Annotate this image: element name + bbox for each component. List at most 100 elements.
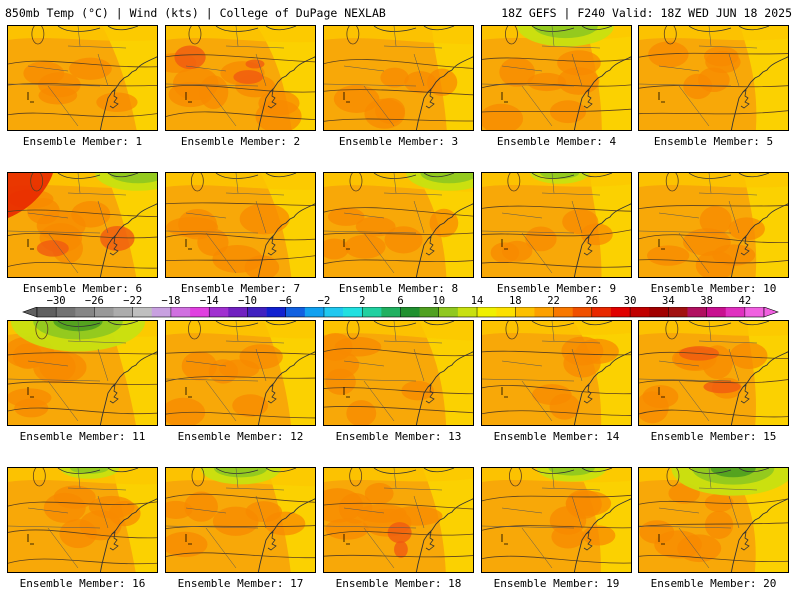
height-contour <box>166 552 315 559</box>
colorbar-bin <box>515 307 535 317</box>
ensemble-member-map <box>323 467 474 573</box>
cool-band <box>324 321 473 341</box>
warm-area <box>338 493 373 524</box>
warm-area <box>181 351 217 381</box>
ensemble-member-map <box>7 25 158 131</box>
colorbar-bin <box>228 307 248 317</box>
warm-area <box>648 41 689 68</box>
warm-area <box>38 86 78 105</box>
colorbar-tick-label: 6 <box>397 295 404 307</box>
ensemble-member-label: Ensemble Member: 8 <box>338 282 459 295</box>
colorbar-tick-label: −22 <box>123 295 143 307</box>
height-contour <box>324 502 473 510</box>
colorbar-bin <box>151 307 172 317</box>
wind-barb <box>185 534 192 545</box>
coastline <box>425 531 435 551</box>
warm-area <box>705 51 741 74</box>
height-contour <box>482 262 631 268</box>
cool-area <box>540 173 580 179</box>
state-borders <box>8 321 127 422</box>
height-contour <box>482 494 631 502</box>
colorbar-tick-label: −18 <box>161 295 181 307</box>
colorbar-bin <box>534 307 554 317</box>
wind-barb <box>27 534 34 545</box>
height-contour <box>190 173 204 192</box>
ensemble-member-label: Ensemble Member: 19 <box>493 577 620 590</box>
colorbar-bin <box>668 307 688 317</box>
colorbar-bin <box>94 307 114 317</box>
height-contour <box>349 468 363 487</box>
warm-area <box>499 57 535 87</box>
wind-barb <box>343 92 350 103</box>
coastline <box>425 89 435 109</box>
height-contour <box>324 554 473 558</box>
colorbar-bin <box>170 307 191 317</box>
colorbar-bin <box>247 307 267 317</box>
colorbar-bin <box>75 307 95 317</box>
colorbar-tick-label: 10 <box>432 295 446 307</box>
cool-band <box>260 173 315 277</box>
temperature-map <box>482 468 631 572</box>
height-contour <box>32 468 46 487</box>
colorbar-bin <box>56 307 76 317</box>
ensemble-member-label: Ensemble Member: 16 <box>19 577 146 590</box>
height-contour <box>324 89 473 96</box>
coastline <box>257 351 315 425</box>
colorbar-bin <box>190 307 210 317</box>
temperature-map <box>639 173 788 277</box>
warm-area <box>699 206 732 235</box>
colorbar-tick-label: 26 <box>585 295 599 307</box>
height-contour <box>482 82 631 89</box>
warm-area <box>551 524 585 549</box>
height-contour <box>349 173 363 192</box>
coastline <box>267 236 277 256</box>
colorbar-tick-label: −10 <box>237 295 257 307</box>
colorbar-tick-label: 30 <box>623 295 637 307</box>
state-borders <box>639 468 758 569</box>
height-contour <box>324 387 473 395</box>
colorbar-bin <box>343 307 363 317</box>
temperature-map <box>639 26 788 130</box>
colorbar-bin <box>496 307 516 317</box>
temperature-map <box>324 26 473 130</box>
height-contour <box>665 173 679 192</box>
height-contour <box>505 321 519 340</box>
height-contour <box>166 202 315 207</box>
temperature-map <box>166 173 315 277</box>
height-contour <box>639 205 788 210</box>
height-contour <box>507 173 521 192</box>
height-contour <box>8 83 157 87</box>
height-contour <box>324 531 473 536</box>
coastline <box>257 203 315 277</box>
height-contour <box>482 385 631 395</box>
warm-area <box>334 336 382 357</box>
height-contour <box>324 348 473 357</box>
height-contour <box>639 498 788 505</box>
warm-area <box>327 207 365 226</box>
wind-barb <box>658 534 665 545</box>
ensemble-member-map <box>323 320 474 426</box>
height-contour <box>8 381 157 385</box>
coastline <box>583 236 593 256</box>
temperature-map <box>324 173 473 277</box>
cool-band <box>639 26 788 41</box>
ensemble-member-map <box>323 25 474 131</box>
height-contour <box>639 259 788 264</box>
wind-barb <box>27 387 34 398</box>
warm-area <box>23 61 65 86</box>
colorbar-bin <box>381 307 401 317</box>
coastline <box>57 321 139 327</box>
cool-band <box>482 321 631 335</box>
warm-area <box>212 506 259 536</box>
colorbar-bin <box>610 307 631 317</box>
warm-area <box>166 500 193 519</box>
coastline <box>57 26 139 32</box>
height-contour <box>8 232 157 239</box>
coastline <box>257 56 315 130</box>
coastline <box>425 384 435 404</box>
colorbar-tick-label: 14 <box>470 295 484 307</box>
temperature-map <box>482 26 631 130</box>
height-contour <box>639 554 788 562</box>
warm-area <box>729 342 768 369</box>
state-borders <box>166 173 285 274</box>
